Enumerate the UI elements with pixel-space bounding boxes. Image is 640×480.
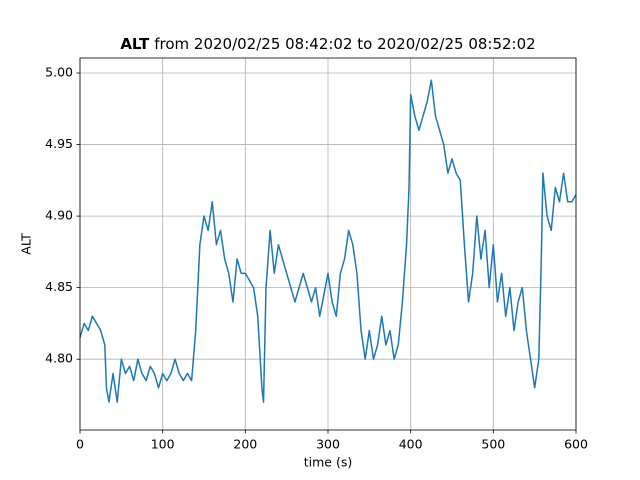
- x-tick-label: 200: [233, 437, 257, 452]
- y-axis-label: ALT: [19, 233, 34, 255]
- chart-title: ALT from 2020/02/25 08:42:02 to 2020/02/2…: [120, 35, 535, 53]
- y-tick-label: 4.85: [45, 279, 73, 294]
- title-range: from 2020/02/25 08:42:02 to 2020/02/25 0…: [154, 35, 535, 53]
- y-tick-label: 5.00: [45, 65, 73, 80]
- title-variable: ALT: [120, 35, 150, 53]
- x-tick-label: 400: [399, 437, 423, 452]
- x-tick-label: 300: [316, 437, 340, 452]
- x-axis-label: time (s): [304, 455, 352, 470]
- y-tick-label: 4.95: [45, 136, 73, 151]
- y-tick-label: 4.90: [45, 208, 73, 223]
- x-tick-label: 100: [151, 437, 175, 452]
- x-tick-label: 500: [481, 437, 505, 452]
- axes-frame: [79, 57, 577, 431]
- y-tick-label: 4.80: [45, 351, 73, 366]
- x-tick-label: 600: [564, 437, 588, 452]
- data-line: [79, 79, 577, 403]
- x-tick-label: 0: [76, 437, 84, 452]
